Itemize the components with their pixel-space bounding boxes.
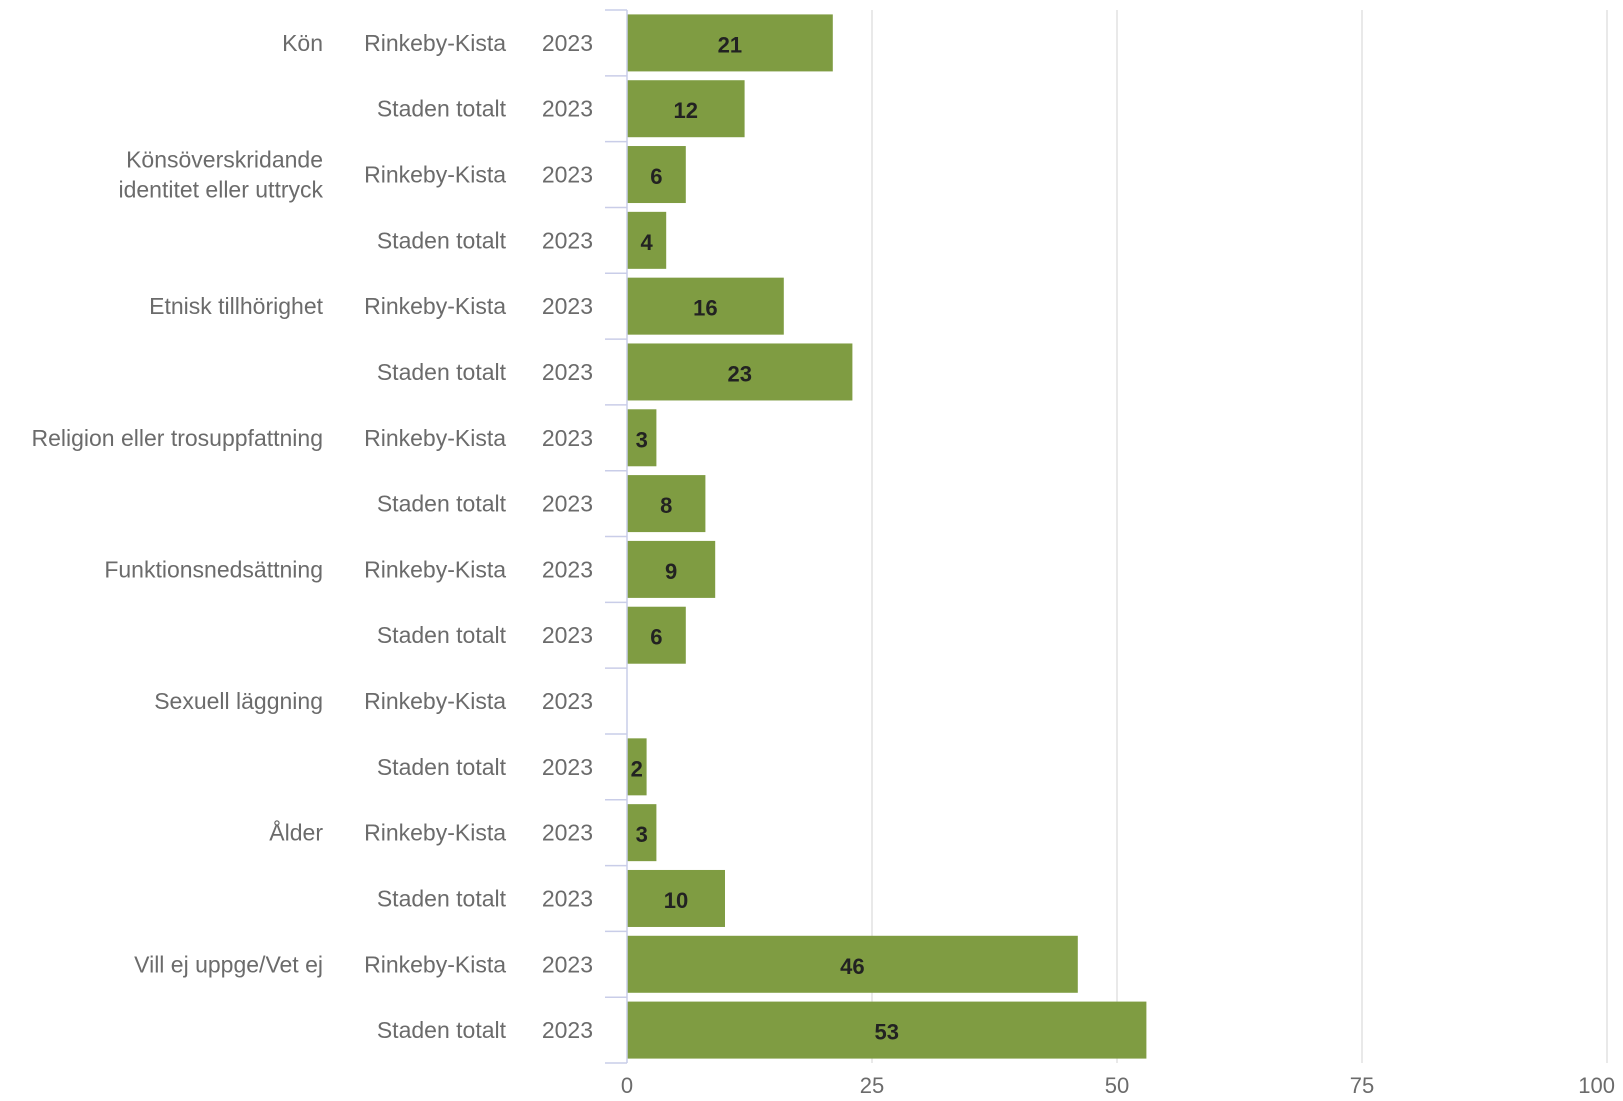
value-label: 10 [664, 888, 688, 913]
area-label: Rinkeby-Kista [364, 162, 506, 188]
value-label: 3 [636, 427, 648, 452]
x-tick-label: 100 [1578, 1073, 1615, 1098]
area-label: Rinkeby-Kista [364, 30, 506, 56]
area-label: Staden totalt [377, 96, 507, 122]
bar [627, 277, 784, 335]
area-label: Staden totalt [377, 1017, 507, 1043]
x-tick-label: 75 [1350, 1073, 1374, 1098]
x-tick-label: 0 [621, 1073, 633, 1098]
year-label: 2023 [542, 951, 593, 977]
category-label: Könsöverskridande [126, 147, 323, 173]
bar [627, 1001, 1147, 1059]
bar [627, 14, 833, 72]
year-label: 2023 [542, 30, 593, 56]
x-tick-label: 25 [860, 1073, 884, 1098]
year-label: 2023 [542, 820, 593, 846]
year-label: 2023 [542, 491, 593, 517]
bar [627, 738, 647, 796]
year-label: 2023 [542, 1017, 593, 1043]
value-label: 23 [727, 361, 751, 386]
year-label: 2023 [542, 754, 593, 780]
year-label: 2023 [542, 162, 593, 188]
value-label: 4 [640, 230, 653, 255]
bar [627, 935, 1078, 993]
bar [627, 540, 716, 598]
year-label: 2023 [542, 885, 593, 911]
value-label: 6 [650, 625, 662, 650]
year-label: 2023 [542, 359, 593, 385]
value-label: 8 [660, 493, 672, 518]
bar [627, 146, 686, 204]
area-label: Rinkeby-Kista [364, 820, 506, 846]
area-label: Staden totalt [377, 622, 507, 648]
area-label: Staden totalt [377, 885, 507, 911]
value-label: 6 [650, 164, 662, 189]
bar [627, 80, 745, 138]
year-label: 2023 [542, 96, 593, 122]
area-label: Staden totalt [377, 227, 507, 253]
bar [627, 475, 706, 533]
value-label: 3 [636, 822, 648, 847]
year-label: 2023 [542, 688, 593, 714]
category-label: Ålder [269, 819, 323, 846]
category-label: Vill ej uppge/Vet ej [134, 951, 323, 977]
bar [627, 869, 725, 927]
year-label: 2023 [542, 425, 593, 451]
area-label: Rinkeby-Kista [364, 688, 506, 714]
category-label: Religion eller trosuppfattning [31, 425, 323, 451]
value-label: 12 [674, 98, 698, 123]
category-label: Funktionsnedsättning [104, 556, 323, 582]
value-label: 2 [631, 756, 643, 781]
value-label: 9 [665, 559, 677, 584]
area-label: Rinkeby-Kista [364, 951, 506, 977]
bar [627, 606, 686, 664]
bar [627, 409, 657, 467]
value-label: 16 [693, 296, 717, 321]
category-label: Kön [282, 30, 323, 56]
year-label: 2023 [542, 556, 593, 582]
area-label: Rinkeby-Kista [364, 425, 506, 451]
bar [627, 211, 667, 269]
value-label: 46 [840, 954, 864, 979]
area-label: Rinkeby-Kista [364, 293, 506, 319]
bar [627, 804, 657, 862]
category-label: identitet eller uttryck [118, 177, 323, 203]
value-label: 53 [874, 1020, 898, 1045]
bar [627, 343, 853, 401]
category-label: Etnisk tillhörighet [149, 293, 323, 319]
x-tick-label: 50 [1105, 1073, 1129, 1098]
area-label: Rinkeby-Kista [364, 556, 506, 582]
year-label: 2023 [542, 622, 593, 648]
area-label: Staden totalt [377, 754, 507, 780]
value-label: 21 [718, 32, 742, 57]
year-label: 2023 [542, 227, 593, 253]
area-label: Staden totalt [377, 491, 507, 517]
year-label: 2023 [542, 293, 593, 319]
category-label: Sexuell läggning [154, 688, 323, 714]
area-label: Staden totalt [377, 359, 507, 385]
